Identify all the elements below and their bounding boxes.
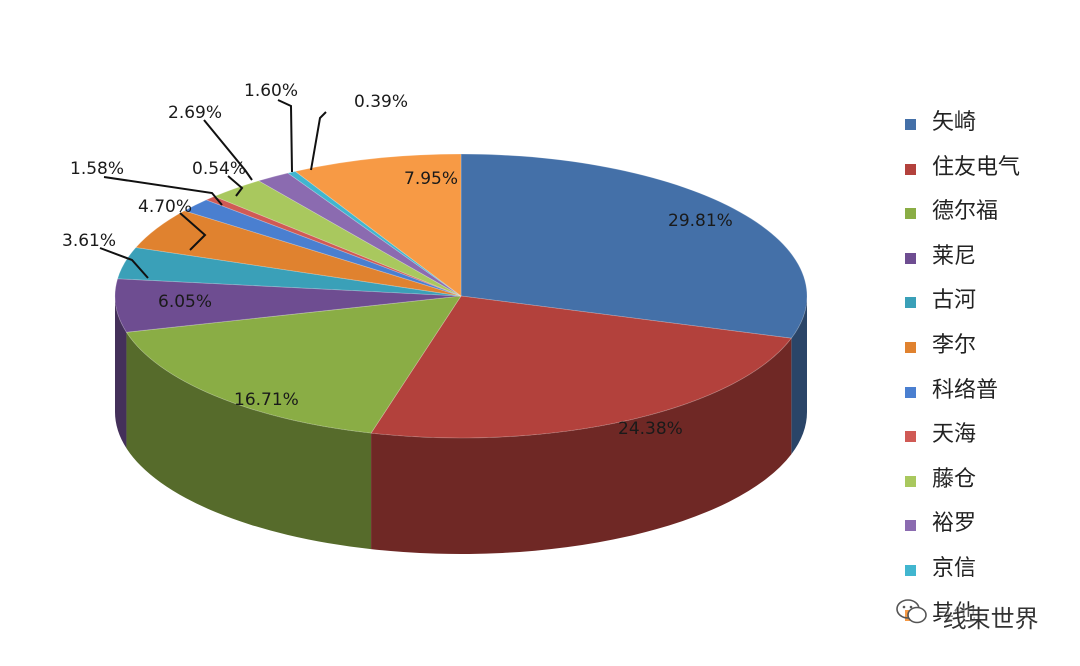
pie-side-0 (791, 296, 807, 455)
pie-sides (115, 296, 807, 554)
legend-item: 藤仓 (905, 465, 1075, 510)
pie-slice (183, 199, 462, 297)
data-label: 7.95% (404, 169, 458, 189)
legend-label: 李尔 (932, 332, 977, 358)
pie-chart: 29.81% 24.38% 16.71% 6.05% 3.61% 4.70% 1.58% 0.… (62, 81, 808, 554)
data-labels: 29.81% 24.38% 16.71% 6.05% 3.61% 4.70% 1.58% 0.… (62, 81, 733, 439)
legend-item: 莱尼 (905, 242, 1075, 287)
legend-label: 天海 (932, 422, 977, 448)
legend-swatch (905, 208, 916, 220)
data-label: 1.58% (70, 159, 124, 179)
pie-tops (114, 153, 808, 439)
pie-slice (286, 170, 462, 297)
legend-swatch (905, 564, 916, 576)
legend-label: 德尔福 (932, 199, 999, 225)
legend-item: 李尔 (905, 331, 1075, 376)
legend-label: 藤仓 (932, 466, 977, 492)
leader-line (203, 119, 253, 181)
data-label: 0.39% (354, 92, 408, 112)
pie-slice (460, 153, 808, 339)
watermark: 线束世界 (895, 596, 1039, 640)
pie-side-2 (126, 332, 372, 550)
legend-label: 京信 (932, 555, 977, 581)
pie-slice (114, 278, 462, 333)
pie-slice (257, 172, 462, 297)
legend-swatch (905, 520, 916, 532)
legend-label: 科络普 (932, 377, 999, 403)
pie-side-3 (115, 296, 127, 449)
legend-swatch (905, 431, 916, 443)
pie-side-1 (371, 338, 792, 554)
legend-item: 矢崎 (905, 108, 1075, 153)
legend-label: 矢崎 (932, 110, 977, 135)
legend-swatch (905, 475, 916, 487)
legend-label: 古河 (932, 288, 977, 314)
legend-label: 莱尼 (932, 243, 977, 269)
pie-slice (135, 210, 462, 297)
legend-item: 住友电气 (905, 153, 1075, 198)
legend-item: 京信 (905, 554, 1075, 599)
pie-slice (294, 153, 462, 297)
leader-line (310, 111, 327, 171)
legend-item: 天海 (905, 420, 1075, 465)
data-label: 29.81% (668, 211, 733, 231)
data-label: 24.38% (618, 419, 683, 439)
legend-swatch (905, 341, 916, 353)
data-label: 2.69% (168, 103, 222, 123)
data-label: 1.60% (244, 81, 298, 101)
legend-item: 裕罗 (905, 509, 1075, 554)
pie-slice (125, 295, 462, 434)
leader-line (227, 175, 244, 197)
legend-label: 住友电气 (932, 154, 1021, 180)
wechat-icon (895, 597, 929, 641)
leader-lines (99, 99, 327, 279)
legend-item: 德尔福 (905, 197, 1075, 242)
legend-swatch (905, 163, 916, 175)
legend-swatch (905, 119, 916, 130)
leader-line (179, 212, 207, 251)
legend-item: 古河 (905, 286, 1075, 331)
data-label: 4.70% (138, 197, 192, 217)
data-label: 16.71% (234, 390, 299, 410)
pie-slice (117, 247, 462, 297)
legend-swatch (905, 297, 916, 309)
leader-line (103, 176, 223, 206)
watermark-text: 线束世界 (942, 605, 1039, 633)
data-label: 3.61% (62, 231, 116, 251)
legend-label: 裕罗 (932, 511, 977, 537)
legend-label: 其他 (932, 600, 977, 626)
legend-item: 科络普 (905, 376, 1075, 421)
legend-swatch (905, 252, 916, 264)
leader-line (277, 99, 293, 173)
legend-swatch (905, 386, 916, 398)
leader-line (99, 247, 149, 279)
legend: 矢崎住友电气德尔福莱尼古河李尔科络普天海藤仓裕罗京信其他 (905, 108, 1075, 643)
data-label: 6.05% (158, 292, 212, 312)
pie-slice (370, 295, 793, 439)
data-label: 0.54% (192, 159, 246, 179)
